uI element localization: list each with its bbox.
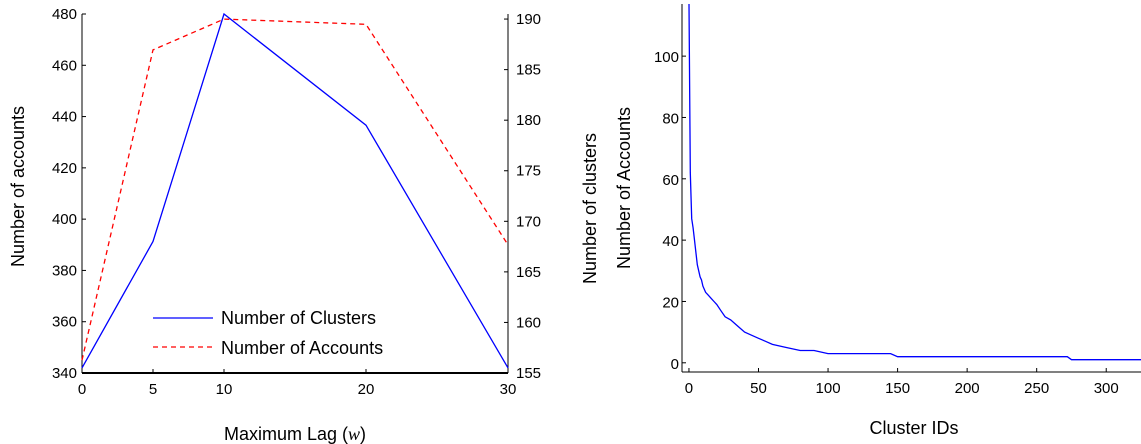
left-chart-right-y-tick-label: 165: [516, 264, 541, 281]
left-x-tick-label: 0: [78, 381, 86, 398]
right-x-tick-label: 150: [885, 380, 910, 397]
right-x-ticks: 0 50 100 150 200 250 300: [685, 368, 1119, 397]
left-y-ticks: 340 360 380 400 420 440 460 480: [52, 6, 86, 382]
right-series-group: [688, 3, 1141, 361]
right-x-tick-label: 300: [1094, 380, 1119, 397]
right-y-tick-label: 80: [662, 110, 679, 127]
left-y-tick-label: 440: [52, 109, 77, 126]
left-chart-right-y-tick-label: 180: [516, 112, 541, 129]
legend-label-accounts: Number of Accounts: [221, 338, 383, 358]
right-y-tick-label: 60: [662, 172, 679, 189]
right-x-tick-label: 250: [1024, 380, 1049, 397]
left-chart-right-y-tick-label: 185: [516, 62, 541, 79]
right-x-axis-label: Cluster IDs: [869, 418, 958, 438]
left-x-tick-label: 20: [358, 381, 375, 398]
right-x-tick-label: 100: [816, 380, 841, 397]
series-line-clusters: [81, 12, 509, 369]
right-x-tick-label: 50: [750, 380, 767, 397]
right-y-tick-label: 20: [662, 294, 679, 311]
legend-label-clusters: Number of Clusters: [221, 308, 376, 328]
right-y-tick-label: 100: [654, 49, 679, 66]
left-y-tick-label: 360: [52, 314, 77, 331]
legend: Number of Clusters Number of Accounts: [153, 308, 383, 358]
left-chart-right-y-tick-label: 190: [516, 11, 541, 28]
left-chart: 0 5 10 20 30 340 360 380 400 420 440 460 480 155 160…: [8, 6, 600, 444]
left-series-group: [81, 12, 509, 369]
left-y-tick-label: 400: [52, 211, 77, 228]
left-chart-right-y-tick-label: 175: [516, 163, 541, 180]
left-x-ticks: 0 5 10 20 30: [78, 369, 517, 398]
right-y-tick-label: 0: [671, 356, 679, 373]
left-x-tick-label: 10: [216, 381, 233, 398]
right-x-tick-label: 200: [955, 380, 980, 397]
left-chart-right-y-tick-label: 160: [516, 314, 541, 331]
left-chart-right-y-tick-label: 155: [516, 365, 541, 382]
left-x-axis-label: Maximum Lag (w): [224, 424, 366, 444]
right-y-tick-label: 40: [662, 233, 679, 250]
left-y-tick-label: 380: [52, 262, 77, 279]
left-y-tick-label: 460: [52, 57, 77, 74]
right-chart: 0 50 100 150 200 250 300 0 20 40 60 80 100 Cluster …: [614, 3, 1141, 438]
right-y-axis-label: Number of Accounts: [614, 107, 634, 269]
left-y-tick-label: 480: [52, 6, 77, 23]
left-y-tick-label: 340: [52, 365, 77, 382]
left-chart-right-y-ticks: 155 160 165 170 175 180 185 190: [504, 11, 541, 382]
left-chart-right-y-tick-label: 170: [516, 213, 541, 230]
series-line-accounts: [81, 18, 509, 361]
left-x-tick-label: 5: [149, 381, 157, 398]
left-x-tick-label: 30: [500, 381, 517, 398]
right-plot-frame: [681, 4, 1141, 373]
series-line-cluster-sizes: [688, 3, 1141, 361]
left-chart-right-y-axis-label: Number of clusters: [580, 133, 600, 284]
right-x-tick-label: 0: [685, 380, 693, 397]
right-y-ticks: 0 20 40 60 80 100: [654, 49, 686, 373]
left-y-tick-label: 420: [52, 160, 77, 177]
left-y-axis-label: Number of accounts: [8, 106, 28, 267]
